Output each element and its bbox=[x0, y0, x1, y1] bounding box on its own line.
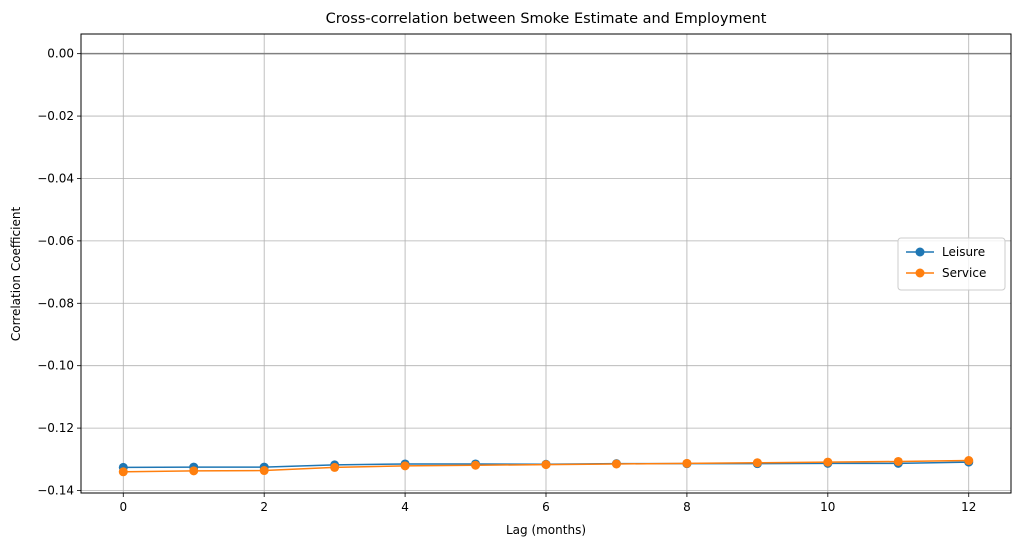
y-tick-label: −0.04 bbox=[37, 171, 74, 185]
data-point-service bbox=[330, 462, 340, 472]
data-point-service bbox=[893, 456, 903, 466]
data-point-service bbox=[471, 460, 481, 470]
x-tick-label: 12 bbox=[961, 500, 976, 514]
y-axis-label: Correlation Coefficient bbox=[9, 207, 23, 342]
y-tick-label: −0.08 bbox=[37, 296, 74, 310]
x-axis-label: Lag (months) bbox=[506, 523, 586, 537]
x-tick-label: 0 bbox=[119, 500, 127, 514]
x-tick-label: 10 bbox=[820, 500, 835, 514]
series-group bbox=[118, 456, 974, 477]
series-service bbox=[118, 456, 974, 477]
y-tick-label: −0.10 bbox=[37, 359, 74, 373]
x-tick-label: 8 bbox=[683, 500, 691, 514]
data-point-service bbox=[541, 460, 551, 470]
legend-label-leisure: Leisure bbox=[942, 245, 985, 259]
data-point-service bbox=[682, 458, 692, 468]
data-point-service bbox=[259, 466, 269, 476]
data-point-service bbox=[823, 457, 833, 467]
x-tick-label: 2 bbox=[260, 500, 268, 514]
legend-label-service: Service bbox=[942, 266, 986, 280]
x-tick-label: 6 bbox=[542, 500, 550, 514]
legend-marker-service bbox=[915, 268, 925, 278]
legend-marker-leisure bbox=[915, 247, 925, 257]
data-point-service bbox=[752, 458, 762, 468]
data-point-service bbox=[400, 461, 410, 471]
x-tick-label: 4 bbox=[401, 500, 409, 514]
y-tick-label: −0.06 bbox=[37, 234, 74, 248]
data-point-service bbox=[189, 466, 199, 476]
data-point-service bbox=[118, 467, 128, 477]
y-tick-label: 0.00 bbox=[47, 47, 74, 61]
y-tick-label: −0.12 bbox=[37, 421, 74, 435]
legend-box bbox=[897, 237, 1006, 291]
y-axis-ticks: 0.00 −0.02 −0.04 −0.06 −0.08 −0.10 −0.12 −0.14 bbox=[37, 47, 81, 498]
x-axis-ticks: 0 2 4 6 8 10 12 bbox=[119, 493, 976, 514]
y-tick-label: −0.02 bbox=[37, 109, 74, 123]
chart-title: Cross-correlation between Smoke Estimate… bbox=[326, 11, 767, 27]
data-point-service bbox=[964, 456, 974, 466]
y-tick-label: −0.14 bbox=[37, 484, 74, 498]
data-point-service bbox=[611, 459, 621, 469]
legend: Leisure Service bbox=[897, 237, 1006, 291]
